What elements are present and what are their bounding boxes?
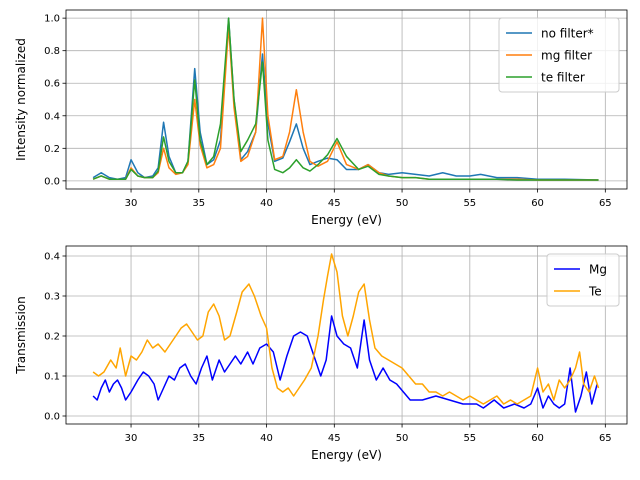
intensity-y-tick-label: 0.2 [44,144,60,155]
transmission-y-tick-label: 0.2 [44,332,60,343]
intensity-legend-box [498,17,620,93]
transmission-x-tick-label: 50 [396,433,409,444]
transmission-legend-label: Te [588,285,602,299]
intensity-x-tick-label: 45 [328,198,341,209]
transmission-series-line-te [92,253,600,405]
intensity-x-tick-label: 55 [463,198,476,209]
intensity-x-tick-label: 40 [260,198,273,209]
transmission-series [92,253,600,413]
intensity-y-tick-label: 0.0 [44,176,60,187]
transmission-x-tick-label: 30 [125,433,138,444]
intensity-y-axis-label: Intensity normalized [14,38,28,161]
intensity-x-tick-label: 60 [531,198,544,209]
intensity-ticks: 30 35 40 45 50 55 60 65 0.0 0.2 0.4 0.6 0.8 1.0 [44,14,612,209]
transmission-x-tick-label: 65 [599,433,612,444]
transmission-y-tick-label: 0.4 [44,252,60,263]
intensity-y-tick-label: 1.0 [44,14,60,25]
transmission-chart: 30 35 40 45 50 55 60 65 0.0 0.1 0.2 0.3 0.4 Energy (… [14,245,628,462]
intensity-legend: no filter* mg filter te filter [498,17,620,93]
transmission-x-tick-label: 60 [531,433,544,444]
intensity-y-tick-label: 0.8 [44,46,60,57]
intensity-x-tick-label: 65 [599,198,612,209]
intensity-legend-label: te filter [541,71,585,85]
transmission-series-line-mg [92,315,598,413]
transmission-y-tick-label: 0.3 [44,292,60,303]
intensity-x-tick-label: 30 [125,198,138,209]
transmission-legend-label: Mg [589,263,607,277]
intensity-x-tick-label: 50 [396,198,409,209]
intensity-legend-label: mg filter [541,49,592,63]
transmission-x-tick-label: 35 [192,433,205,444]
intensity-plot-frame [65,9,628,190]
intensity-series-line-no-filter [92,17,599,181]
transmission-x-tick-label: 45 [328,433,341,444]
transmission-ticks: 30 35 40 45 50 55 60 65 0.0 0.1 0.2 0.3 0.4 [44,252,612,445]
intensity-y-tick-label: 0.4 [44,111,60,122]
transmission-y-axis-label: Transmission [14,296,28,375]
transmission-y-tick-label: 0.0 [44,412,60,423]
intensity-chart: 30 35 40 45 50 55 60 65 0.0 0.2 0.4 0.6 0.8 1.0 Energ… [14,9,628,227]
transmission-x-tick-label: 55 [463,433,476,444]
intensity-series [92,17,599,181]
intensity-series-line-te-filter [92,17,599,181]
intensity-x-tick-label: 35 [192,198,205,209]
intensity-legend-label: no filter* [541,27,594,41]
transmission-legend: Mg Te [546,253,620,307]
transmission-plot-frame [65,245,628,425]
intensity-x-axis-label: Energy (eV) [311,213,382,227]
transmission-y-tick-label: 0.1 [44,372,60,383]
transmission-x-tick-label: 40 [260,433,273,444]
intensity-y-tick-label: 0.6 [44,79,60,90]
transmission-grid [66,246,627,424]
transmission-x-axis-label: Energy (eV) [311,448,382,462]
transmission-legend-box [546,253,620,307]
